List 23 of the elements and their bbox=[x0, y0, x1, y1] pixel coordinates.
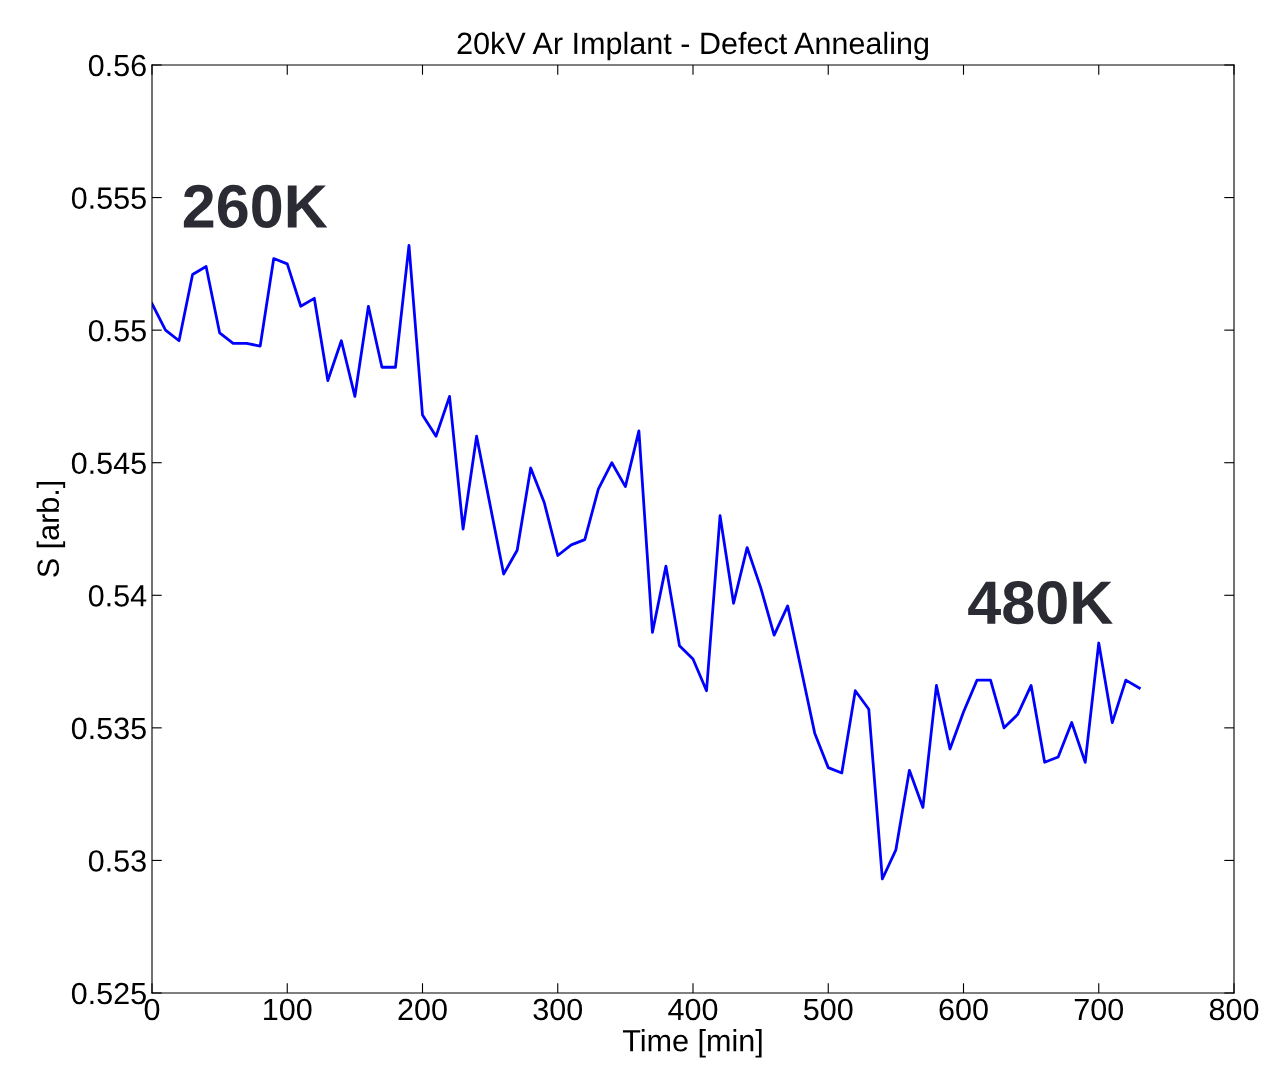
x-tick-label: 500 bbox=[803, 998, 853, 1021]
chart-title: 20kV Ar Implant - Defect Annealing bbox=[457, 31, 928, 61]
x-tick-label: 300 bbox=[533, 998, 583, 1021]
y-tick-label: 0.545 bbox=[71, 452, 146, 475]
x-tick-label: 800 bbox=[1209, 998, 1259, 1021]
y-tick-label: 0.555 bbox=[71, 187, 146, 209]
y-tick-label: 0.53 bbox=[88, 850, 146, 872]
y-axis-title: S [arb.] bbox=[36, 481, 66, 577]
y-tick-label: 0.55 bbox=[88, 319, 146, 342]
x-tick-label: 0 bbox=[144, 998, 160, 1021]
x-tick-label: 700 bbox=[1074, 998, 1124, 1021]
x-tick-label: 600 bbox=[939, 998, 988, 1021]
x-axis-title: Time [min] bbox=[622, 1029, 762, 1058]
line-series bbox=[152, 243, 1141, 881]
x-tick-label: 200 bbox=[398, 998, 447, 1021]
x-tick-label: 400 bbox=[668, 998, 718, 1021]
y-tick-label: 0.56 bbox=[88, 54, 146, 77]
y-tick-label: 0.525 bbox=[71, 982, 146, 1005]
annotation: 260K bbox=[183, 184, 328, 229]
annotation: 480K bbox=[968, 581, 1113, 625]
y-tick-label: 0.54 bbox=[88, 585, 147, 607]
x-tick-label: 100 bbox=[264, 998, 312, 1021]
y-tick-label: 0.535 bbox=[71, 717, 146, 740]
